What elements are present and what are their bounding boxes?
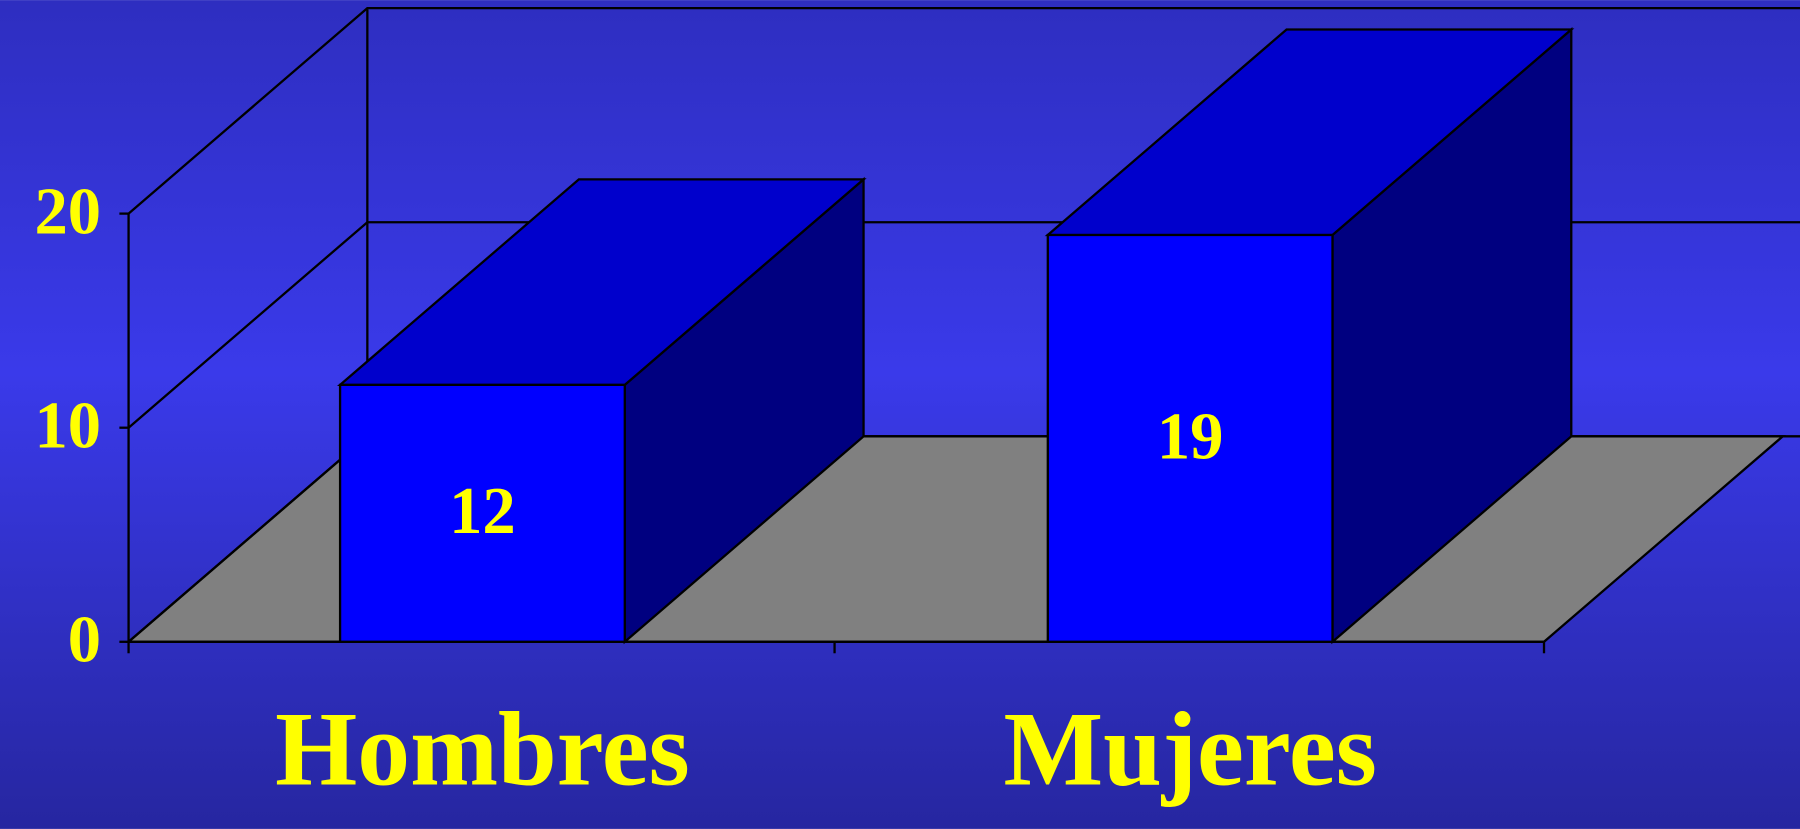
bar-front (1046, 233, 1334, 643)
grid-line (127, 6, 1800, 215)
y-tick-label: 0 (68, 604, 101, 677)
bar (336, 176, 867, 645)
bar-front (338, 383, 626, 643)
y-tick-label: 20 (34, 175, 101, 248)
bar (1044, 27, 1575, 645)
x-tick-label: Mujeres (1003, 690, 1376, 807)
x-tick-label: Hombres (275, 690, 690, 807)
value-label: 19 (1157, 400, 1224, 473)
value-label: 12 (449, 475, 516, 548)
y-tick-label: 10 (34, 390, 101, 463)
